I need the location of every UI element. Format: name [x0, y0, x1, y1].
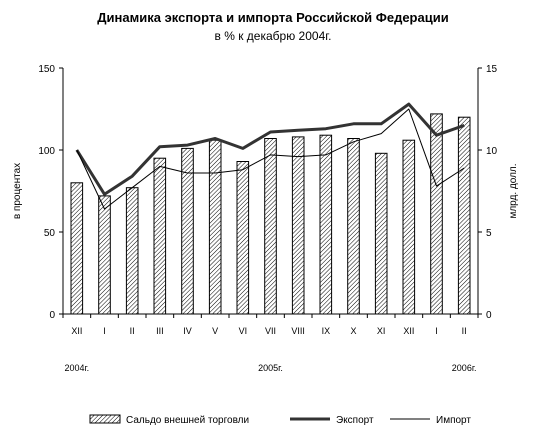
bar: [153, 157, 167, 315]
chart-title: Динамика экспорта и импорта Российской Ф…: [97, 10, 448, 25]
axes: [59, 67, 482, 318]
legend: Сальдо внешней торговли Экспорт Импорт: [89, 414, 471, 426]
y-tick-label-left: 100: [38, 146, 55, 157]
bar: [98, 195, 111, 315]
x-tick-label: III: [156, 326, 164, 336]
legend-label-balance: Сальдо внешней торговли: [126, 415, 249, 426]
x-tick-label: IV: [183, 326, 192, 336]
bar: [374, 152, 388, 315]
bar: [319, 134, 333, 315]
year-label: 2004г.: [64, 363, 89, 373]
bar: [457, 116, 471, 315]
y-tick-label-right: 5: [486, 228, 492, 239]
y-axis-right-label: млрд. долл.: [508, 163, 519, 218]
x-tick-label: XII: [403, 326, 414, 336]
bar: [291, 136, 305, 315]
x-tick-label: XII: [71, 326, 82, 336]
bar: [430, 113, 443, 315]
legend-swatch-balance: [89, 414, 121, 424]
legend-label-import: Импорт: [436, 415, 471, 426]
year-label: 2006г.: [452, 363, 477, 373]
x-tick-label: IX: [322, 326, 331, 336]
x-tick-label: II: [130, 326, 135, 336]
y-tick-label-left: 50: [44, 228, 56, 239]
bar: [125, 187, 139, 315]
x-tick-label: VIII: [291, 326, 305, 336]
x-tick-label: I: [103, 326, 106, 336]
legend-label-export: Экспорт: [336, 415, 374, 426]
y-tick-label-right: 10: [486, 146, 498, 157]
y-tick-label-left: 150: [38, 64, 55, 75]
bar: [70, 182, 84, 315]
x-tick-label: I: [435, 326, 438, 336]
x-tick-label: V: [212, 326, 218, 336]
bar: [402, 139, 416, 315]
year-label: 2005г.: [258, 363, 283, 373]
y-tick-label-right: 0: [486, 310, 492, 321]
y-tick-label-left: 0: [49, 310, 55, 321]
x-tick-label: II: [462, 326, 467, 336]
x-tick-label: VII: [265, 326, 276, 336]
bar-series: [70, 113, 471, 315]
import-line: [76, 108, 465, 210]
export-line: [75, 102, 465, 196]
bar: [264, 138, 277, 315]
y-tick-label-right: 15: [486, 64, 498, 75]
bar: [347, 138, 360, 315]
line-series: [75, 102, 465, 210]
x-tick-label: X: [350, 326, 356, 336]
y-axis-left-label: в процентах: [12, 163, 23, 219]
chart-subtitle: в % к декабрю 2004г.: [215, 29, 332, 43]
x-tick-label: VI: [239, 326, 248, 336]
x-tick-label: XI: [377, 326, 386, 336]
bar: [236, 161, 250, 315]
bar: [208, 139, 222, 315]
